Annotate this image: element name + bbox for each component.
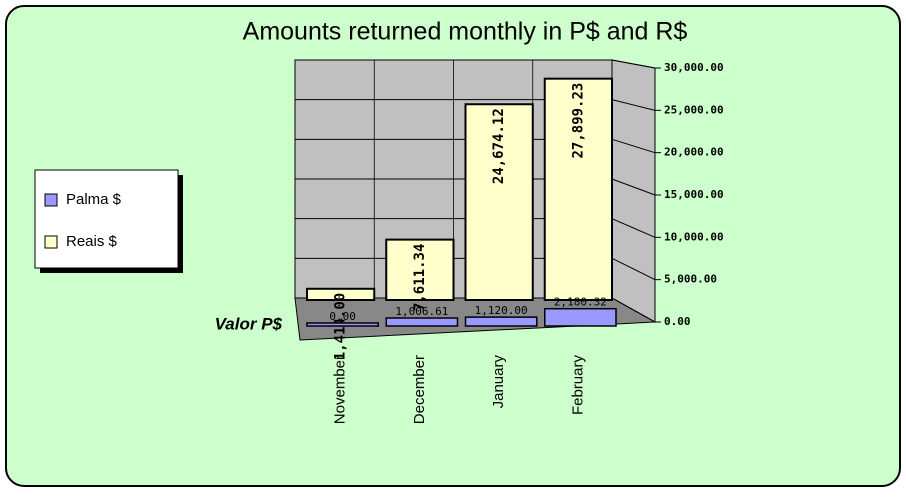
bar xyxy=(464,103,534,301)
y-tick-label: 25,000.00 xyxy=(664,103,724,116)
data-label: 1,006.61 xyxy=(395,305,448,318)
legend-label: Palma $ xyxy=(66,191,122,208)
data-label: 27,899.23 xyxy=(570,83,586,159)
grid-line xyxy=(611,218,656,238)
bar xyxy=(543,77,613,301)
legend-label: Reais $ xyxy=(66,233,118,250)
data-label: 7,611.34 xyxy=(412,244,428,311)
grid-line xyxy=(611,257,656,281)
y-tick-label: 5,000.00 xyxy=(664,273,717,286)
bar xyxy=(385,238,455,301)
bar xyxy=(306,287,376,301)
legend: Palma $ Reais $ xyxy=(34,169,183,273)
bar xyxy=(464,316,538,327)
chart-title: Amounts returned monthly in P$ and R$ xyxy=(243,18,688,46)
legend-box xyxy=(34,169,179,269)
y-tick-label: 30,000.00 xyxy=(664,61,724,74)
grid-line xyxy=(611,138,656,154)
bar xyxy=(385,317,459,327)
y-tick-label: 10,000.00 xyxy=(664,230,724,243)
x-tick-label: November xyxy=(332,355,349,424)
grid-line xyxy=(611,59,656,69)
data-label: 2,180.32 xyxy=(554,296,607,309)
data-label: 24,674.12 xyxy=(491,108,507,184)
x-tick-label: February xyxy=(569,355,586,416)
grid-line xyxy=(611,178,656,196)
x-tick-label: December xyxy=(411,355,428,424)
side-wall xyxy=(611,59,656,323)
y-tick-label: 15,000.00 xyxy=(664,188,724,201)
y-tick-label: 20,000.00 xyxy=(664,146,724,159)
grid-line xyxy=(611,99,656,111)
legend-swatch xyxy=(44,193,58,207)
x-tick-label: January xyxy=(490,355,507,409)
bar xyxy=(306,322,379,327)
y-tick-label: 0.00 xyxy=(664,315,691,328)
y-axis-label: Valor P$ xyxy=(215,314,283,333)
data-label: 0.00 xyxy=(329,310,356,323)
legend-swatch xyxy=(44,235,58,249)
data-label: 1,120.00 xyxy=(475,304,528,317)
grid-line xyxy=(611,297,656,323)
bar xyxy=(544,307,617,327)
